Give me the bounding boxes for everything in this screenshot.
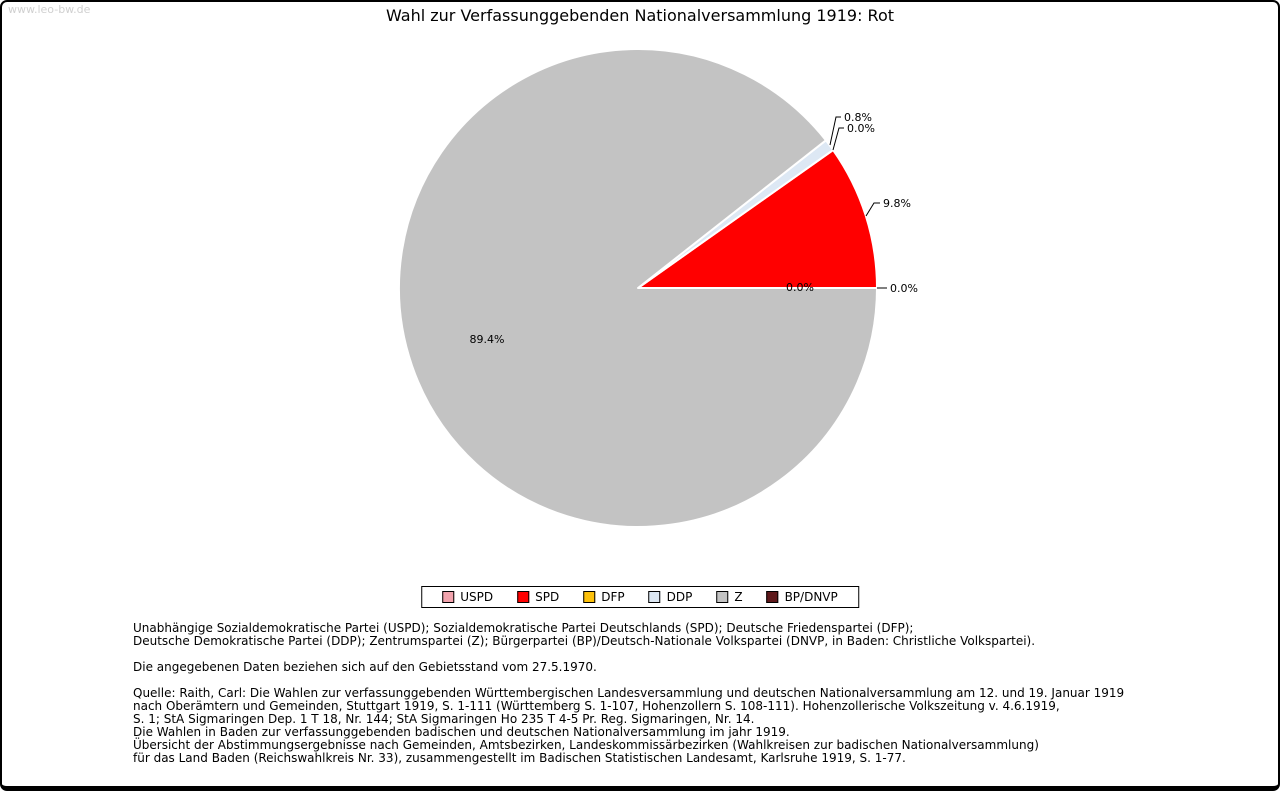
legend-item-uspd: USPD [442, 590, 493, 604]
legend-swatch-z [716, 591, 729, 603]
slice-value-label-spd: 9.8% [883, 197, 911, 210]
footnote-gebietsstand: Die angegebenen Daten beziehen sich auf … [133, 660, 597, 674]
footnote-abbreviations: Unabhängige Sozialdemokratische Partei (… [133, 621, 1036, 648]
legend-swatch-bp-dnvp [766, 591, 779, 603]
legend-swatch-uspd [442, 591, 455, 603]
legend-item-bp-dnvp: BP/DNVP [766, 590, 838, 604]
legend-item-spd: SPD [517, 590, 559, 604]
legend-label-bp-dnvp: BP/DNVP [784, 590, 838, 604]
label-leader-line-spd [865, 202, 880, 217]
footnotes: Unabhängige Sozialdemokratische Partei (… [133, 622, 1220, 778]
slice-value-label-bp-dnvp: 0.0% [786, 281, 814, 294]
watermark: www.leo-bw.de [8, 3, 91, 16]
slice-value-label-dfp: 0.0% [847, 122, 875, 135]
label-leader-line-ddp [829, 116, 841, 146]
slice-value-label-uspd: 0.0% [890, 282, 918, 295]
legend-item-dfp: DFP [583, 590, 625, 604]
chart-title: Wahl zur Verfassunggebenden Nationalvers… [385, 6, 894, 25]
legend-label-ddp: DDP [666, 590, 693, 604]
footnote-quelle: Quelle: Raith, Carl: Die Wahlen zur verf… [133, 686, 1125, 765]
legend-swatch-dfp [583, 591, 596, 603]
legend-label-dfp: DFP [601, 590, 625, 604]
legend-item-ddp: DDP [648, 590, 693, 604]
legend-item-z: Z [716, 590, 743, 604]
label-leader-line-dfp [832, 127, 844, 151]
pie-slice-z [398, 48, 878, 528]
legend-label-z: Z [734, 590, 743, 604]
legend-swatch-spd [517, 591, 530, 603]
legend-swatch-ddp [648, 591, 661, 603]
slice-value-label-z: 89.4% [470, 333, 505, 346]
slice-value-label-ddp: 0.8% [844, 111, 872, 124]
legend-label-spd: SPD [535, 590, 560, 604]
chart-legend: USPD SPD DFP DDP Z BP/DNVP [421, 586, 859, 608]
pie-chart: 0.0%9.8%0.0%0.8%89.4%0.0% [398, 48, 918, 528]
legend-label-uspd: USPD [460, 590, 494, 604]
